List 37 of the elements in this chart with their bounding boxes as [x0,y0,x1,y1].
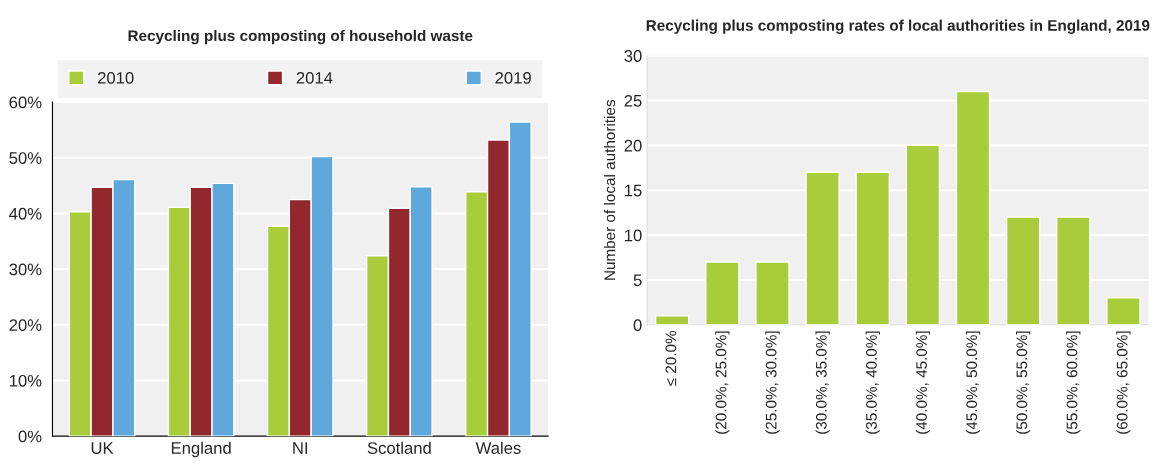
legend-label: 2010 [97,71,134,84]
x-tick-label: England [171,441,231,458]
x-tick-label: (25.0%, 30.0%] [765,331,780,434]
chart-title: Recycling plus composting of household waste [128,29,473,45]
x-tick-label: ≤ 20.0% [665,330,677,386]
y-tick-label: 60% [9,96,42,109]
bar [1106,297,1141,325]
x-tick-label: (45.0%, 50.0%] [965,331,981,434]
x-tick-label: (60.0%, 65.0%] [1116,331,1131,434]
y-tick-label: 0% [18,430,42,443]
x-tick-label: (40.0%, 45.0%] [915,331,931,434]
legend-label: 2014 [296,71,333,84]
y-tick-label: 5 [633,274,642,287]
y-tick-label: 10 [625,229,642,242]
y-tick-label: 50% [9,152,42,164]
y-tick-label: 20% [9,319,42,331]
y-tick-label: 0 [633,319,642,331]
chart-title: Recycling plus composting rates of local authorities in England, 2019 [646,19,1150,34]
y-tick-label: 25 [624,94,642,107]
x-tick-label: (30.0%, 35.0%] [815,331,830,434]
x-tick-label: Wales [475,441,521,454]
y-tick-label: 30 [624,50,642,62]
legend-label: 2019 [495,71,531,84]
x-tick-label: (35.0%, 40.0%] [865,331,880,434]
x-tick-label: (55.0%, 60.0%] [1066,331,1081,434]
x-tick-label: Scotland [367,441,431,454]
x-tick-label: (20.0%, 25.0%] [715,331,730,434]
x-tick-label: UK [91,442,114,454]
x-tick-label: (50.0%, 55.0%] [1016,331,1031,434]
y-axis-title: Number of local authorities [603,99,616,280]
y-tick-label: 20 [624,139,642,152]
y-tick-label: 15 [625,184,642,197]
bar [654,315,690,325]
x-tick-label: NI [293,442,308,454]
y-tick-label: 40% [9,207,42,220]
y-tick-label: 10% [9,374,42,387]
y-tick-label: 30% [9,263,42,276]
